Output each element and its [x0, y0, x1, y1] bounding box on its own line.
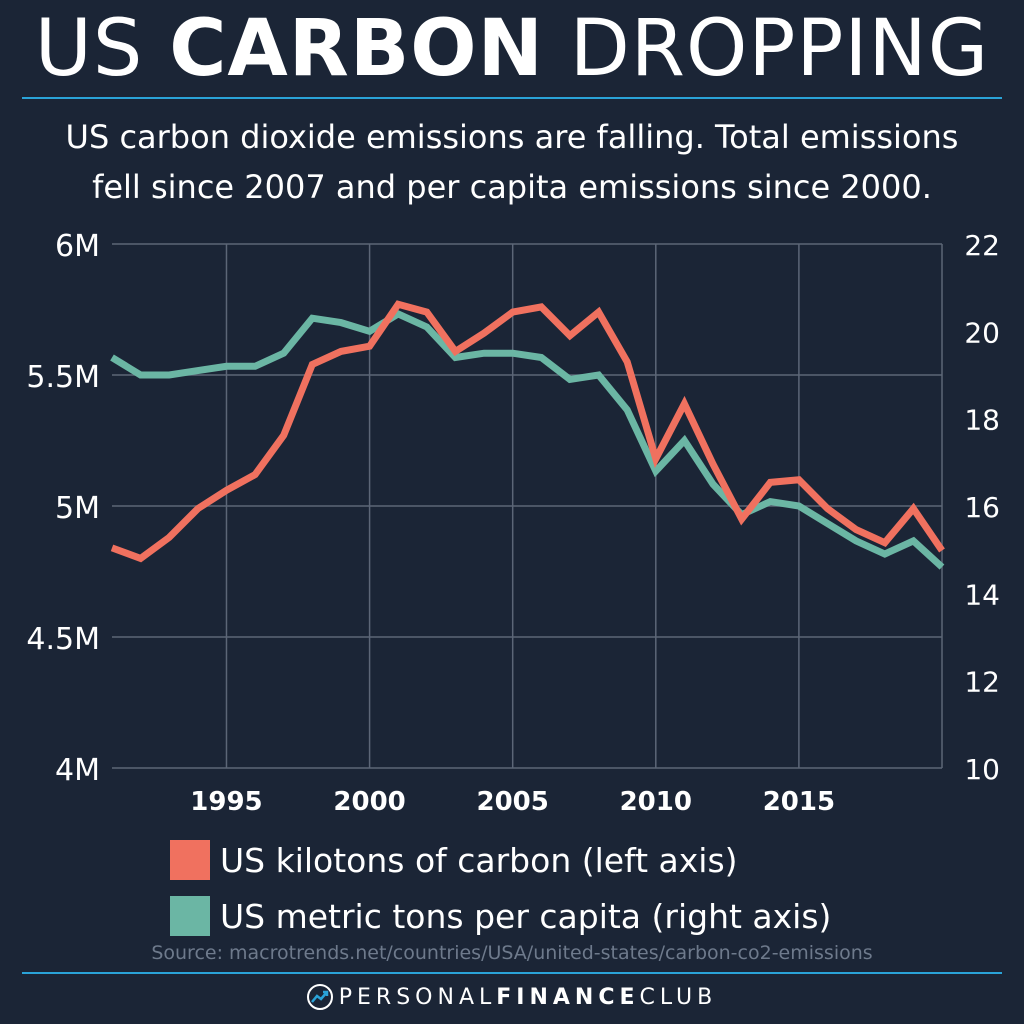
title-part-carbon: CARBON [169, 4, 544, 94]
title-part-dropping: DROPPING [543, 4, 990, 94]
x-tick-label: 2015 [763, 787, 835, 817]
y-right-tick-label: 16 [964, 491, 1000, 524]
top-divider [22, 97, 1002, 99]
y-left-tick-label: 6M [55, 229, 100, 264]
legend-label-per-capita: US metric tons per capita (right axis) [220, 896, 832, 936]
bottom-divider [22, 972, 1002, 974]
subtitle-line-1: US carbon dioxide emissions are falling.… [65, 118, 959, 156]
series-line-per-capita [110, 309, 945, 570]
subtitle: US carbon dioxide emissions are falling.… [14, 112, 1010, 212]
legend-swatch-total [170, 840, 210, 880]
x-tick-label: 2000 [333, 787, 405, 817]
x-tick-label: 2005 [477, 787, 549, 817]
source-note: Source: macrotrends.net/countries/USA/un… [151, 942, 873, 964]
legend-item-total: US kilotons of carbon (left axis) [170, 832, 831, 888]
brand-personal: PERSONAL [338, 984, 497, 1010]
page-title: US CARBON DROPPING [0, 6, 1024, 92]
brand-finance: FINANCE [496, 984, 640, 1010]
y-left-tick-label: 4M [55, 753, 100, 788]
legend-swatch-per-capita [170, 896, 210, 936]
y-right-tick-label: 14 [964, 578, 1000, 611]
trend-arrow-icon [306, 984, 333, 1010]
y-left-tick-label: 4.5M [26, 622, 100, 657]
chart-legend: US kilotons of carbon (left axis) US met… [170, 832, 831, 944]
y-right-tick-label: 20 [964, 316, 1000, 349]
y-right-tick-label: 12 [964, 666, 1000, 699]
x-tick-label: 2010 [620, 787, 692, 817]
y-left-tick-label: 5M [55, 491, 100, 526]
title-part-us: US [34, 4, 170, 94]
y-right-tick-label: 10 [964, 753, 1000, 786]
y-right-tick-label: 22 [964, 229, 1000, 262]
legend-label-total: US kilotons of carbon (left axis) [220, 840, 738, 880]
subtitle-line-2: fell since 2007 and per capita emissions… [92, 168, 932, 206]
brand-club: CLUB [639, 984, 718, 1010]
y-left-tick-label: 5.5M [26, 360, 100, 395]
series-line-total-kilotons [110, 300, 945, 563]
x-tick-label: 1995 [190, 787, 262, 817]
brand-logo: PERSONAL FINANCE CLUB [0, 984, 1024, 1010]
legend-item-per-capita: US metric tons per capita (right axis) [170, 888, 831, 944]
y-right-tick-label: 18 [964, 404, 1000, 437]
